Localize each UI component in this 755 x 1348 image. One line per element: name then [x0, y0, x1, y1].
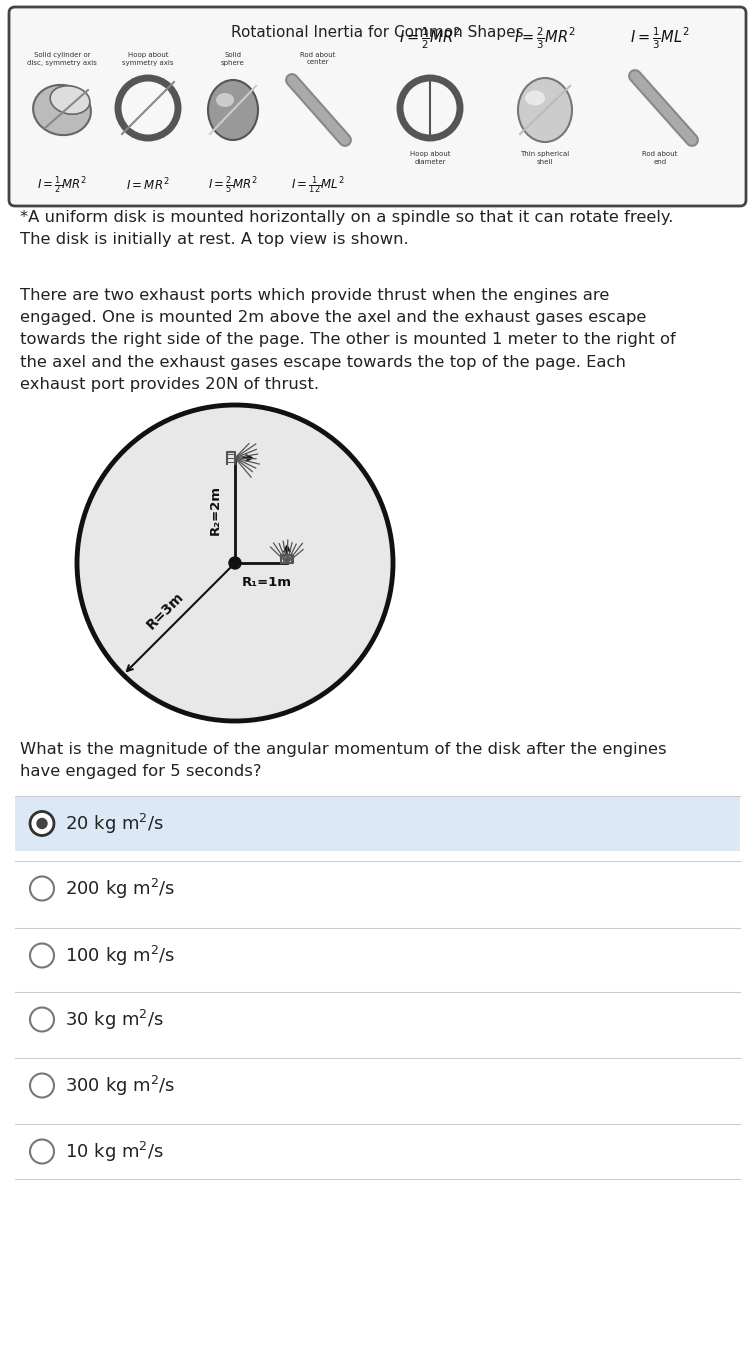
Circle shape — [30, 944, 54, 968]
Text: $I=\frac{2}{3}MR^2$: $I=\frac{2}{3}MR^2$ — [514, 26, 576, 51]
Text: Hoop about
symmetry axis: Hoop about symmetry axis — [122, 53, 174, 66]
Text: Thin spherical
shell: Thin spherical shell — [520, 151, 569, 164]
Text: $I=\frac{1}{3}ML^2$: $I=\frac{1}{3}ML^2$ — [630, 26, 690, 51]
Text: What is the magnitude of the angular momentum of the disk after the engines
have: What is the magnitude of the angular mom… — [20, 741, 667, 779]
Circle shape — [30, 811, 54, 836]
Circle shape — [127, 88, 169, 129]
Circle shape — [229, 557, 241, 569]
Text: Hoop about
diameter: Hoop about diameter — [410, 151, 450, 164]
Text: 30 kg m$^2$/s: 30 kg m$^2$/s — [65, 1007, 164, 1031]
Circle shape — [30, 1139, 54, 1163]
Circle shape — [37, 818, 47, 829]
Text: $I=\frac{2}{5}MR^2$: $I=\frac{2}{5}MR^2$ — [208, 174, 258, 195]
Text: Rod about
center: Rod about center — [300, 53, 336, 66]
Text: R=3m: R=3m — [144, 589, 187, 632]
Ellipse shape — [208, 80, 258, 140]
Text: 200 kg m$^2$/s: 200 kg m$^2$/s — [65, 876, 175, 900]
Text: Solid
sphere: Solid sphere — [221, 53, 245, 66]
Circle shape — [409, 88, 451, 129]
Circle shape — [30, 1073, 54, 1097]
Text: 20 kg m$^2$/s: 20 kg m$^2$/s — [65, 811, 164, 836]
Text: Rotational Inertia for Common Shapes: Rotational Inertia for Common Shapes — [231, 26, 523, 40]
Ellipse shape — [50, 86, 90, 115]
Text: R₂=2m: R₂=2m — [208, 485, 221, 535]
Ellipse shape — [525, 90, 545, 105]
Text: $I=\frac{1}{2}MR^2$: $I=\frac{1}{2}MR^2$ — [399, 26, 461, 51]
Text: $I=\frac{1}{12}ML^2$: $I=\frac{1}{12}ML^2$ — [291, 174, 345, 195]
Text: $I=MR^2$: $I=MR^2$ — [126, 177, 170, 193]
Circle shape — [30, 876, 54, 900]
Ellipse shape — [77, 404, 393, 721]
Text: *A uniform disk is mounted horizontally on a spindle so that it can rotate freel: *A uniform disk is mounted horizontally … — [20, 210, 673, 247]
Circle shape — [30, 1007, 54, 1031]
Text: 100 kg m$^2$/s: 100 kg m$^2$/s — [65, 944, 175, 968]
Text: There are two exhaust ports which provide thrust when the engines are
engaged. O: There are two exhaust ports which provid… — [20, 288, 676, 392]
Text: Solid cylinder or
disc, symmetry axis: Solid cylinder or disc, symmetry axis — [27, 53, 97, 66]
Ellipse shape — [216, 93, 234, 106]
Bar — [15, 797, 740, 851]
Ellipse shape — [518, 78, 572, 142]
Ellipse shape — [33, 85, 91, 135]
Text: $I=\frac{1}{2}MR^2$: $I=\frac{1}{2}MR^2$ — [37, 174, 87, 195]
FancyBboxPatch shape — [9, 7, 746, 206]
Text: 10 kg m$^2$/s: 10 kg m$^2$/s — [65, 1139, 164, 1163]
Text: R₁=1m: R₁=1m — [242, 577, 291, 589]
Text: 300 kg m$^2$/s: 300 kg m$^2$/s — [65, 1073, 175, 1097]
Text: Rod about
end: Rod about end — [643, 151, 678, 164]
